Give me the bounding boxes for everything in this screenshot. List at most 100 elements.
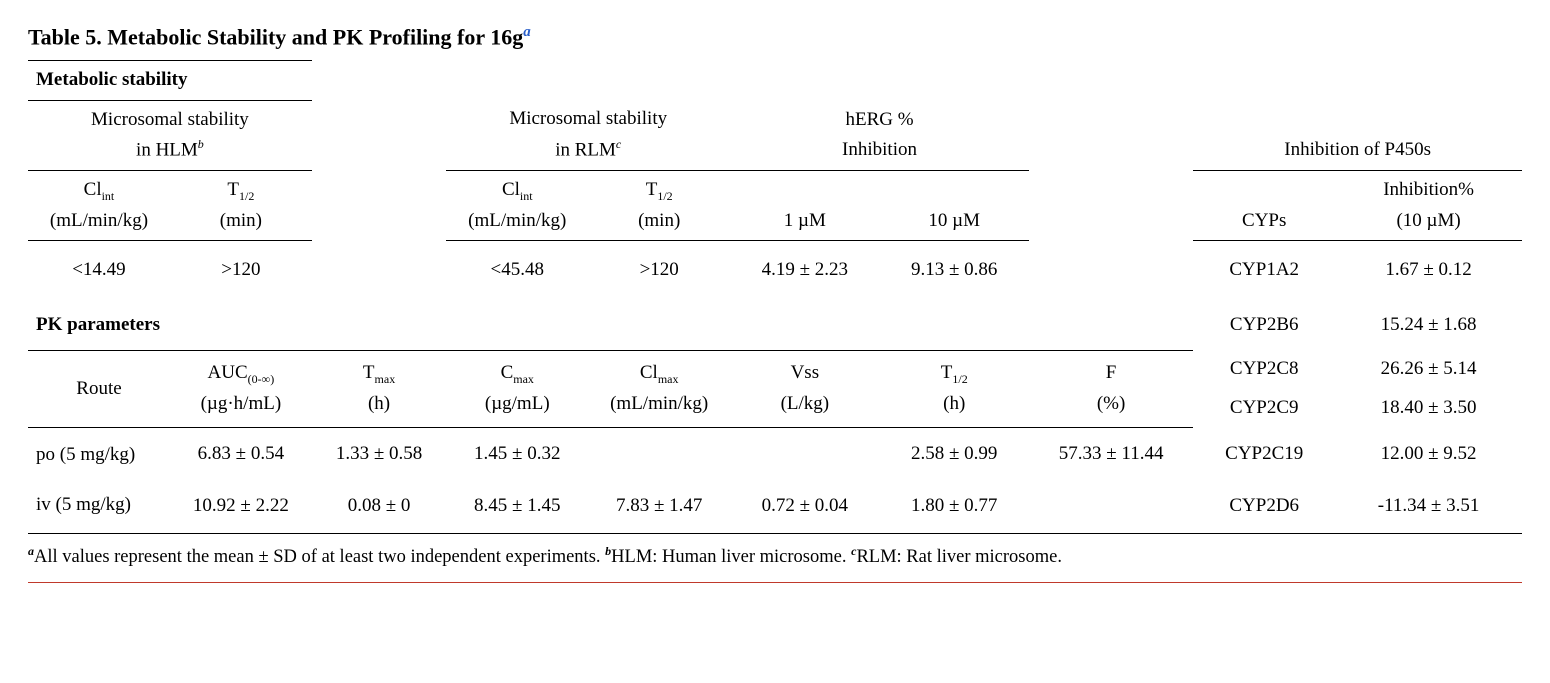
pk-auc-1: 10.92 ± 2.22 — [170, 480, 312, 533]
auc-sym: AUC — [208, 362, 248, 383]
rlm-thalf-val: >120 — [588, 241, 730, 300]
sub-rlm-thalf: T1/2 (min) — [588, 170, 730, 240]
pk-f-0: 57.33 ± 11.44 — [1029, 427, 1193, 480]
pk-tmax-hdr: Tmax (h) — [312, 350, 446, 427]
cyp-val-2: 26.26 ± 5.14 — [1335, 350, 1522, 388]
cyp-name-5: CYP2D6 — [1193, 480, 1335, 533]
group-herg-l2: Inhibition — [842, 139, 917, 160]
group-p450-text: Inhibition of P450s — [1284, 139, 1431, 160]
title-superscript: a — [523, 24, 531, 40]
pk-vss-0 — [730, 427, 879, 480]
auc-sub: (0-∞) — [248, 372, 275, 386]
group-p450: Inhibition of P450s — [1193, 100, 1522, 170]
cyp-name-4: CYP2C19 — [1193, 427, 1335, 480]
clint-sym: Cl — [84, 179, 102, 200]
one-um: 1 µM — [784, 210, 826, 231]
pk-row-iv: iv (5 mg/kg) 10.92 ± 2.22 0.08 ± 0 8.45 … — [28, 480, 1522, 533]
sub-rlm-clint: Clint (mL/min/kg) — [446, 170, 588, 240]
clmax-unit: (mL/min/kg) — [610, 393, 708, 414]
pk-cmax-1: 8.45 ± 1.45 — [446, 480, 588, 533]
pk-clmax-hdr: Clmax (mL/min/kg) — [588, 350, 730, 427]
cyp-name-3: CYP2C9 — [1193, 389, 1335, 427]
inh-l1: Inhibition% — [1383, 179, 1474, 200]
vss-unit: (L/kg) — [781, 393, 830, 414]
pk-auc-hdr: AUC(0-∞) (µg·h/mL) — [170, 350, 312, 427]
pk-header-row-1: Route AUC(0-∞) (µg·h/mL) Tmax (h) Cmax (… — [28, 350, 1522, 388]
cyp-val-0: 1.67 ± 0.12 — [1335, 241, 1522, 300]
ten-um: 10 µM — [928, 210, 980, 231]
section-row-pk: PK parameters CYP2B6 15.24 ± 1.68 — [28, 300, 1522, 351]
vss-sym: Vss — [791, 362, 820, 383]
herg-10um-val: 9.13 ± 0.86 — [880, 241, 1029, 300]
title-text: Table 5. Metabolic Stability and PK Prof… — [28, 24, 523, 49]
metstab-data-row: <14.49 >120 <45.48 >120 4.19 ± 2.23 9.13… — [28, 241, 1522, 300]
group-rlm-l1: Microsomal stability — [509, 108, 667, 129]
pk-vss-1: 0.72 ± 0.04 — [730, 480, 879, 533]
clint-sub2: int — [520, 189, 533, 203]
sub-herg-10um: 10 µM — [880, 170, 1029, 240]
group-hlm-l2: in HLM — [136, 139, 198, 160]
cmax-sub: max — [513, 372, 534, 386]
clint-sym2: Cl — [502, 179, 520, 200]
tmax-sym: T — [363, 362, 375, 383]
pk-thalf-0: 2.58 ± 0.99 — [880, 427, 1029, 480]
auc-unit: (µg·h/mL) — [201, 393, 282, 414]
table-title: Table 5. Metabolic Stability and PK Prof… — [28, 24, 1522, 50]
cmax-sym: C — [501, 362, 514, 383]
pk-clmax-0 — [588, 427, 730, 480]
group-herg: hERG % Inhibition — [730, 100, 1029, 170]
inh-l2: (10 µM) — [1396, 210, 1460, 231]
group-hlm-sup: b — [198, 137, 204, 151]
fn-c-text: RLM: Rat liver microsome. — [856, 547, 1062, 567]
cyps-label: CYPs — [1242, 210, 1286, 231]
subheader-row: Clint (mL/min/kg) T1/2 (min) Clint (mL/m… — [28, 170, 1522, 240]
pk-thalf-1: 1.80 ± 0.77 — [880, 480, 1029, 533]
hlm-clint-val: <14.49 — [28, 241, 170, 300]
thalf-sym1: T — [227, 179, 239, 200]
pk-thalf-hdr: T1/2 (h) — [880, 350, 1029, 427]
pk-tmax-1: 0.08 ± 0 — [312, 480, 446, 533]
pk-vss-hdr: Vss (L/kg) — [730, 350, 879, 427]
hlm-thalf-val: >120 — [170, 241, 312, 300]
pk-cmax-0: 1.45 ± 0.32 — [446, 427, 588, 480]
section-row-metstab: Metabolic stability — [28, 61, 1522, 100]
group-rlm: Microsomal stability in RLMc — [446, 100, 730, 170]
cyp-val-1: 15.24 ± 1.68 — [1335, 300, 1522, 351]
pk-tmax-0: 1.33 ± 0.58 — [312, 427, 446, 480]
fn-a-text: All values represent the mean ± SD of at… — [34, 547, 605, 567]
pk-route-0: po (5 mg/kg) — [28, 427, 170, 480]
pk-thalf-sub: 1/2 — [952, 372, 967, 386]
thalf-sub1: 1/2 — [239, 189, 254, 203]
pk-cmax-hdr: Cmax (µg/mL) — [446, 350, 588, 427]
rlm-clint-val: <45.48 — [446, 241, 588, 300]
group-hlm: Microsomal stability in HLMb — [28, 100, 312, 170]
sub-hlm-clint: Clint (mL/min/kg) — [28, 170, 170, 240]
tmax-unit: (h) — [368, 393, 390, 414]
group-rlm-sup: c — [616, 137, 621, 151]
cyp-name-0: CYP1A2 — [1193, 241, 1335, 300]
tmax-sub: max — [375, 372, 396, 386]
pk-route-hdr: Route — [28, 350, 170, 427]
footnote: aAll values represent the mean ± SD of a… — [28, 544, 1522, 568]
pk-thalf-unit: (h) — [943, 393, 965, 414]
cyp-val-3: 18.40 ± 3.50 — [1335, 389, 1522, 427]
thalf-unit2: (min) — [638, 210, 680, 231]
pk-row-po: po (5 mg/kg) 6.83 ± 0.54 1.33 ± 0.58 1.4… — [28, 427, 1522, 480]
clint-sub: int — [102, 189, 115, 203]
thalf-sym2: T — [646, 179, 658, 200]
group-rlm-l2: in RLM — [555, 139, 616, 160]
clint-unit2: (mL/min/kg) — [468, 210, 566, 231]
pk-route-1: iv (5 mg/kg) — [28, 480, 170, 533]
clint-unit: (mL/min/kg) — [50, 210, 148, 231]
section-metstab: Metabolic stability — [28, 61, 312, 100]
cmax-unit: (µg/mL) — [485, 393, 550, 414]
f-sym: F — [1106, 362, 1117, 383]
thalf-unit1: (min) — [220, 210, 262, 231]
group-herg-l1: hERG % — [845, 109, 913, 130]
sub-hlm-thalf: T1/2 (min) — [170, 170, 312, 240]
cyp-val-5: -11.34 ± 3.51 — [1335, 480, 1522, 533]
cyp-name-1: CYP2B6 — [1193, 300, 1335, 351]
sub-herg-1um: 1 µM — [730, 170, 879, 240]
pk-auc-0: 6.83 ± 0.54 — [170, 427, 312, 480]
herg-1um-val: 4.19 ± 2.23 — [730, 241, 879, 300]
